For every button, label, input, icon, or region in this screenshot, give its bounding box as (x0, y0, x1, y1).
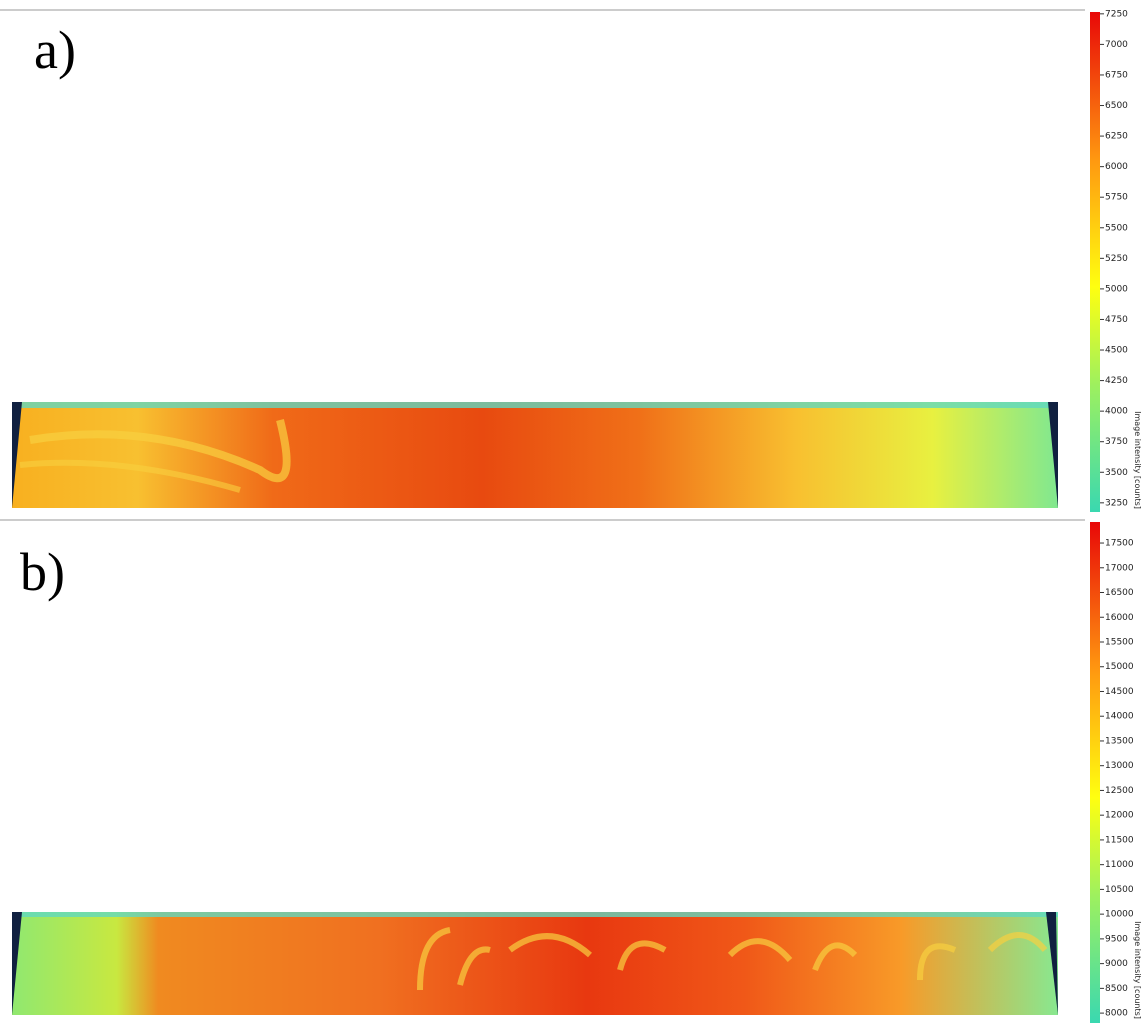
tick-label: 3750 (1105, 437, 1128, 447)
tick-label: 9500 (1105, 934, 1128, 944)
tick-label: 10500 (1105, 885, 1134, 895)
tick-label: 7000 (1105, 40, 1128, 50)
tick-label: 14000 (1105, 712, 1134, 722)
tick-label: 16000 (1105, 613, 1134, 623)
tick-label: 9000 (1105, 959, 1128, 969)
tick-label: 15000 (1105, 662, 1134, 672)
tick-label: 12000 (1105, 811, 1134, 821)
tick-label: 4750 (1105, 315, 1128, 325)
tick-label: 3500 (1105, 468, 1128, 478)
colorbar-label: Image intensity [counts] (1133, 411, 1142, 509)
tick-label: 11500 (1105, 835, 1134, 845)
tick-label: 7250 (1105, 9, 1128, 19)
tick-label: 15500 (1105, 637, 1134, 647)
tick-label: 5250 (1105, 254, 1128, 264)
tick-label: 6000 (1105, 162, 1128, 172)
tick-label: 5000 (1105, 284, 1128, 294)
panel-b: b) 8000 8500 9000 9500 10000 10500 11000 11500 1… (0, 520, 1142, 1023)
tick-label: 5500 (1105, 223, 1128, 233)
image (12, 402, 1058, 508)
tick-label: 16500 (1105, 588, 1134, 598)
tick-label: 8000 (1105, 1009, 1128, 1019)
tick-label: 11000 (1105, 860, 1134, 870)
tick-label: 14500 (1105, 687, 1134, 697)
tick-label: 3250 (1105, 498, 1128, 508)
tick-label: 17000 (1105, 563, 1134, 573)
image (12, 912, 1058, 1015)
tick-label: 4000 (1105, 407, 1128, 417)
figure: a) 3250 3500 3750 4000 4250 4500 4750 5000 5250 5… (0, 0, 1143, 1023)
colorbar (1090, 12, 1100, 512)
tick-label: 6500 (1105, 101, 1128, 111)
tick-label: 8500 (1105, 984, 1128, 994)
tick-label: 13500 (1105, 736, 1134, 746)
tick-label: 13000 (1105, 761, 1134, 771)
tick-label: 5750 (1105, 193, 1128, 203)
tick-label: 10000 (1105, 910, 1134, 920)
colorbar-label: Image intensity [counts] (1133, 921, 1142, 1019)
colorbar (1090, 522, 1100, 1023)
tick-label: 17500 (1105, 539, 1134, 549)
tick-label: 4500 (1105, 346, 1128, 356)
tick-label: 4250 (1105, 376, 1128, 386)
tick-label: 12500 (1105, 786, 1134, 796)
panel-label: a) (34, 20, 76, 80)
tick-label: 6750 (1105, 70, 1128, 80)
tick-label: 6250 (1105, 132, 1128, 142)
panel-a: a) 3250 3500 3750 4000 4250 4500 4750 5000 5250 5… (0, 9, 1142, 512)
panel-label: b) (20, 542, 65, 602)
